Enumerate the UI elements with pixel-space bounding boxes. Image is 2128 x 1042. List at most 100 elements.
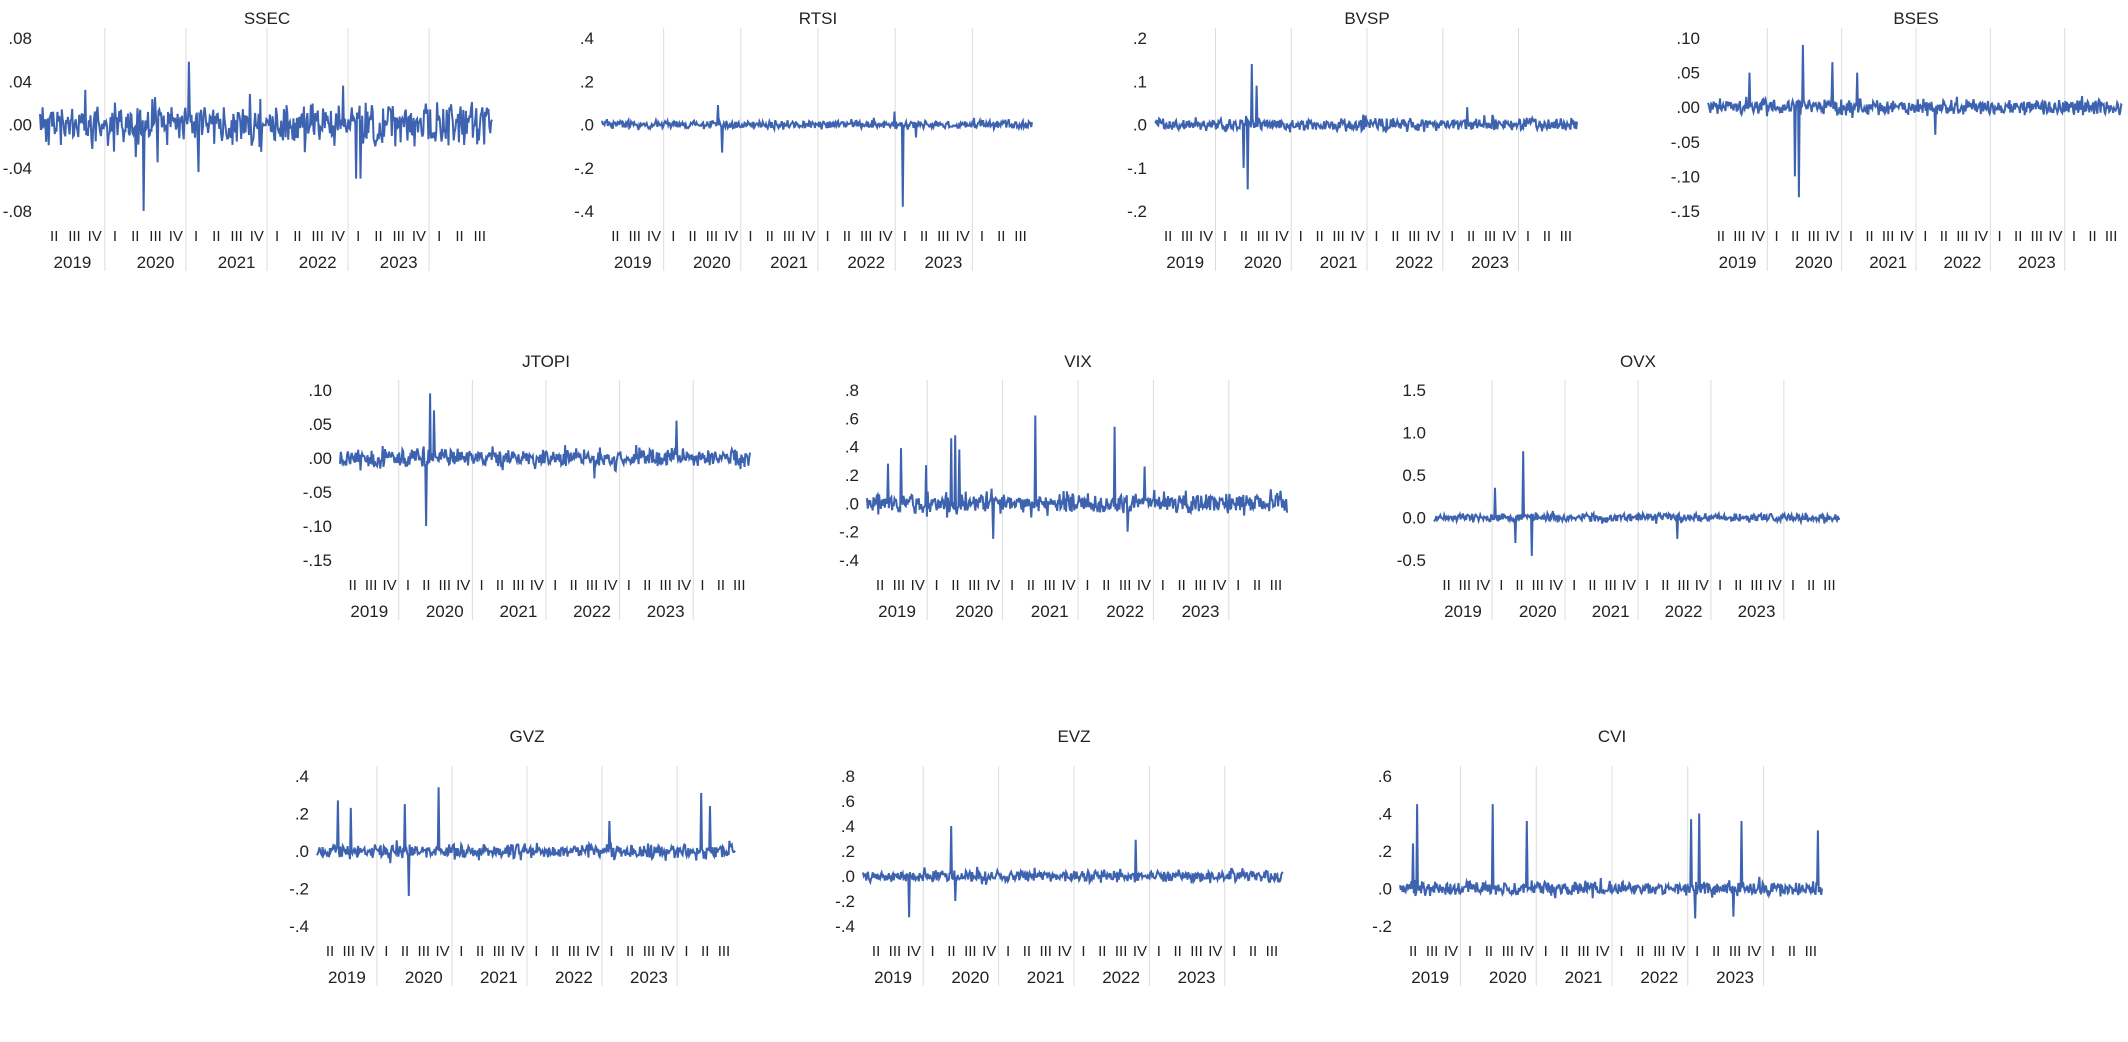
x-year-label: 2021 — [1320, 253, 1358, 272]
series-line — [866, 415, 1288, 539]
x-quarter-label: II — [1249, 943, 1257, 960]
x-quarter-label: III — [392, 228, 405, 245]
x-quarter-label: III — [1805, 943, 1818, 960]
x-year-label: 2019 — [54, 253, 92, 272]
x-quarter-label: II — [643, 577, 651, 594]
x-quarter-label: II — [1315, 228, 1323, 245]
x-quarter-label: II — [131, 228, 139, 245]
x-year-label: 2021 — [1565, 968, 1603, 987]
x-quarter-label: II — [1442, 577, 1450, 594]
x-quarter-label: II — [1391, 228, 1399, 245]
x-quarter-label: II — [1560, 943, 1568, 960]
x-quarter-label: III — [343, 943, 356, 960]
x-quarter-label: II — [1588, 577, 1596, 594]
x-quarter-label: IV — [1502, 228, 1516, 245]
x-quarter-label: I — [384, 943, 388, 960]
x-quarter-label: III — [628, 228, 641, 245]
x-quarter-label: I — [826, 228, 830, 245]
x-quarter-label: IV — [986, 577, 1000, 594]
x-quarter-label: III — [1332, 228, 1345, 245]
x-quarter-label: III — [1119, 577, 1132, 594]
series-line — [1399, 804, 1823, 919]
x-quarter-label: III — [860, 228, 873, 245]
x-year-label: 2022 — [555, 968, 593, 987]
x-year-label: 2020 — [1489, 968, 1527, 987]
x-quarter-label: I — [1645, 577, 1649, 594]
y-tick-label: .0 — [295, 842, 309, 861]
y-tick-label: .00 — [308, 449, 332, 468]
x-quarter-label: I — [1236, 577, 1240, 594]
x-quarter-label: II — [1515, 577, 1523, 594]
x-quarter-label: II — [326, 943, 334, 960]
x-quarter-label: IV — [586, 943, 600, 960]
series-line — [862, 825, 1284, 918]
x-quarter-label: II — [1543, 228, 1551, 245]
x-quarter-label: IV — [801, 228, 815, 245]
x-quarter-label: II — [1253, 577, 1261, 594]
y-tick-label: -.15 — [1671, 202, 1700, 221]
x-quarter-label: IV — [878, 228, 892, 245]
x-quarter-label: III — [1653, 943, 1666, 960]
x-quarter-label: IV — [907, 943, 921, 960]
x-quarter-label: III — [1459, 577, 1472, 594]
y-tick-label: .2 — [841, 842, 855, 861]
x-quarter-label: I — [2072, 228, 2076, 245]
x-quarter-label: III — [937, 228, 950, 245]
x-quarter-label: I — [935, 577, 939, 594]
x-quarter-label: I — [671, 228, 675, 245]
x-quarter-label: II — [717, 577, 725, 594]
x-quarter-label: I — [534, 943, 538, 960]
y-tick-label: .0 — [1133, 116, 1147, 135]
y-tick-label: -.2 — [289, 880, 309, 899]
x-quarter-label: III — [68, 228, 81, 245]
x-quarter-label: II — [843, 228, 851, 245]
x-quarter-label: I — [1081, 943, 1085, 960]
x-quarter-label: I — [1499, 577, 1503, 594]
x-quarter-label: IV — [1350, 228, 1364, 245]
x-quarter-label: IV — [2048, 228, 2062, 245]
x-quarter-label: IV — [1974, 228, 1988, 245]
x-quarter-label: III — [706, 228, 719, 245]
x-quarter-label: I — [1718, 577, 1722, 594]
x-quarter-label: IV — [1199, 228, 1213, 245]
y-tick-label: .0 — [1378, 880, 1392, 899]
x-quarter-label: II — [212, 228, 220, 245]
x-quarter-label: IV — [250, 228, 264, 245]
x-quarter-label: III — [1577, 943, 1590, 960]
x-quarter-label: I — [1619, 943, 1623, 960]
x-quarter-label: IV — [412, 228, 426, 245]
x-year-label: 2021 — [770, 253, 808, 272]
x-quarter-label: III — [1808, 228, 1821, 245]
x-year-label: 2022 — [1665, 602, 1703, 621]
x-quarter-label: II — [626, 943, 634, 960]
x-year-label: 2021 — [480, 968, 518, 987]
x-quarter-label: I — [1771, 943, 1775, 960]
x-quarter-label: III — [2105, 228, 2118, 245]
chart-title: RTSI — [799, 9, 837, 28]
y-tick-label: .2 — [1378, 842, 1392, 861]
x-quarter-label: III — [1190, 943, 1203, 960]
y-tick-label: 1.5 — [1402, 381, 1426, 400]
y-tick-label: -.2 — [1372, 917, 1392, 936]
y-tick-label: .2 — [580, 72, 594, 91]
x-quarter-label: III — [1266, 943, 1279, 960]
x-quarter-label: III — [493, 943, 506, 960]
x-year-label: 2023 — [1716, 968, 1754, 987]
x-quarter-label: II — [1485, 943, 1493, 960]
x-quarter-label: IV — [1622, 577, 1636, 594]
x-quarter-label: IV — [724, 228, 738, 245]
y-tick-label: .08 — [8, 29, 32, 48]
x-quarter-label: I — [194, 228, 198, 245]
x-quarter-label: IV — [1751, 228, 1765, 245]
x-quarter-label: I — [113, 228, 117, 245]
y-tick-label: .05 — [308, 415, 332, 434]
x-year-label: 2021 — [1592, 602, 1630, 621]
x-quarter-label: II — [569, 577, 577, 594]
chart-title: JTOPI — [522, 352, 570, 371]
x-quarter-label: I — [553, 577, 557, 594]
x-quarter-label: I — [437, 228, 441, 245]
x-quarter-label: IV — [1212, 577, 1226, 594]
x-quarter-label: IV — [1061, 577, 1075, 594]
